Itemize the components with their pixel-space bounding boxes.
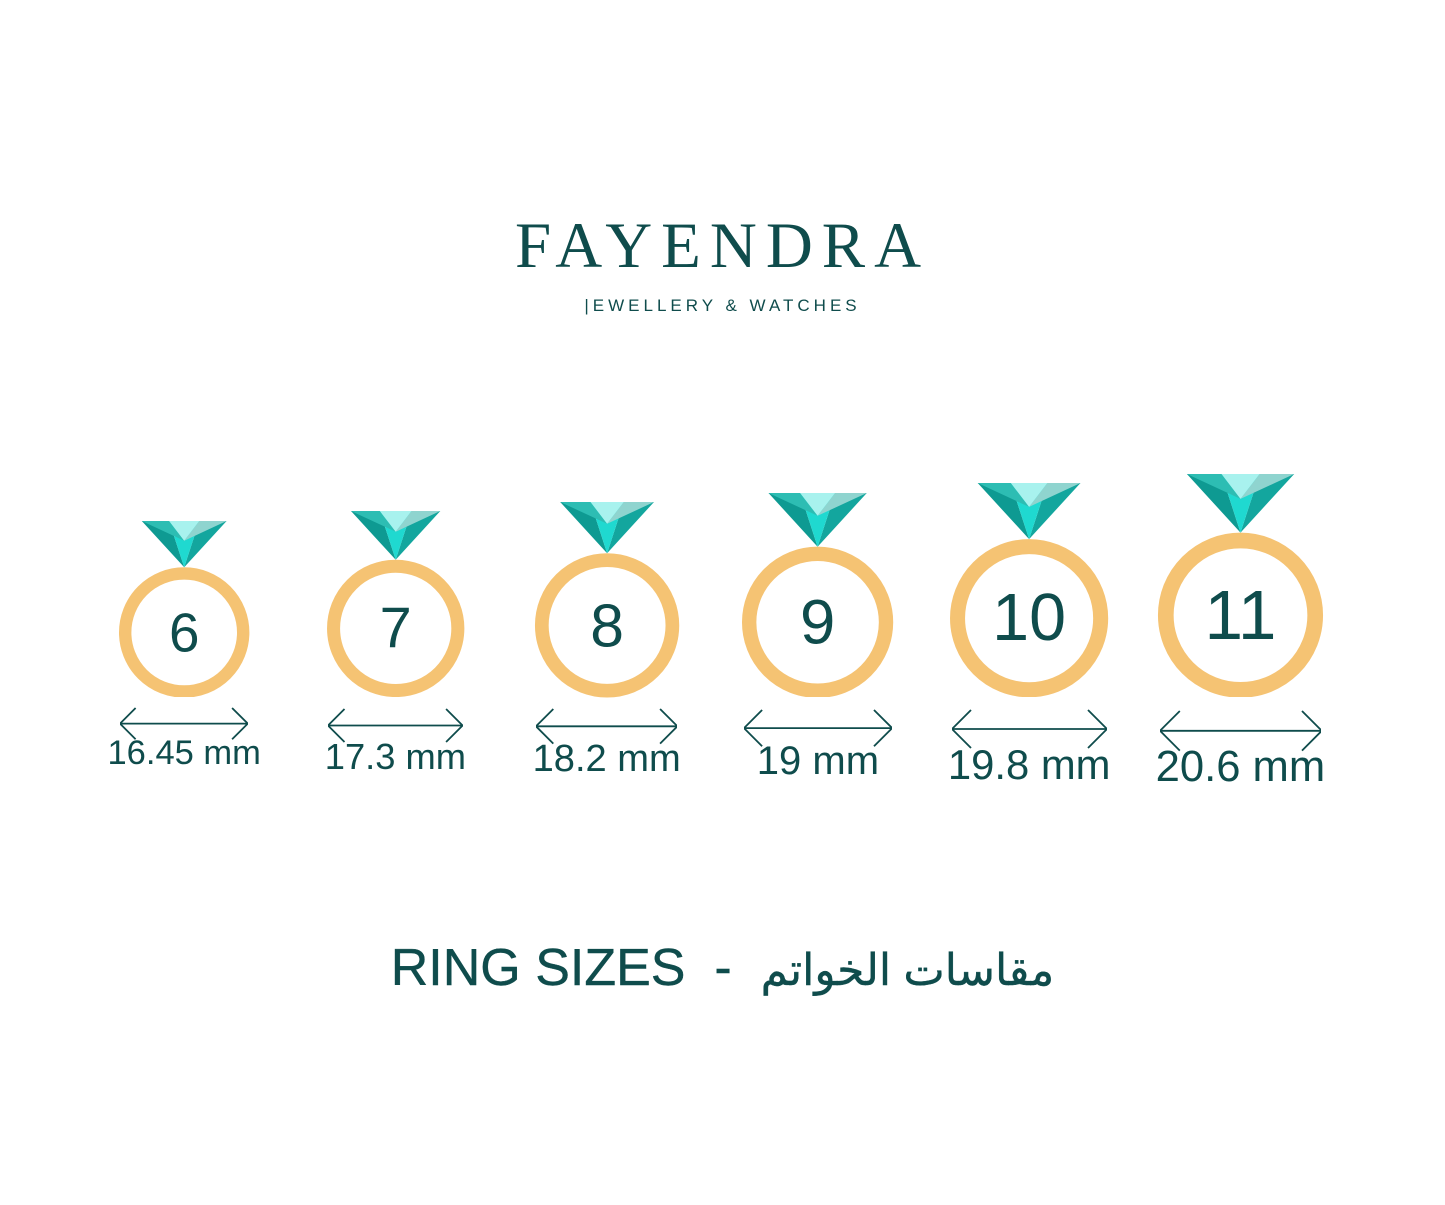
- svg-text:6: 6: [169, 601, 199, 663]
- svg-text:10: 10: [992, 581, 1066, 655]
- svg-text:7: 7: [379, 597, 411, 661]
- svg-text:11: 11: [1204, 576, 1276, 654]
- svg-text:9: 9: [800, 587, 835, 657]
- svg-text:8: 8: [590, 591, 624, 659]
